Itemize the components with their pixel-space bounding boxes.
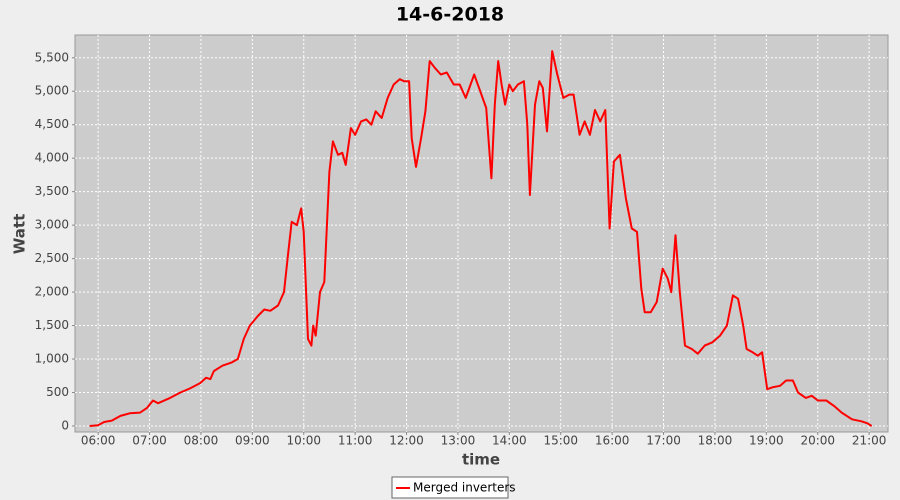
plot-area [74, 34, 889, 433]
y-tick-label: 5,500 [35, 50, 69, 64]
x-axis-label: time [462, 451, 500, 469]
x-tick-label: 09:00 [235, 434, 270, 448]
x-tick-label: 15:00 [543, 434, 578, 448]
x-tick-label: 21:00 [852, 434, 887, 448]
chart-title: 14-6-2018 [396, 4, 504, 26]
x-tick-label: 17:00 [646, 434, 681, 448]
x-tick-label: 19:00 [749, 434, 784, 448]
y-tick-label: 4,500 [35, 117, 69, 131]
y-tick-label: 2,500 [35, 251, 69, 265]
legend [391, 476, 509, 499]
x-tick-label: 20:00 [800, 434, 835, 448]
x-tick-label: 06:00 [81, 434, 116, 448]
x-tick-label: 16:00 [595, 434, 630, 448]
y-tick-label: 3,500 [35, 184, 69, 198]
grid [75, 35, 888, 432]
y-tick-label: 500 [46, 385, 69, 399]
x-tick-label: 12:00 [389, 434, 424, 448]
y-axis-label: Watt [11, 214, 29, 254]
x-tick-label: 10:00 [286, 434, 321, 448]
y-tick-label: 5,000 [35, 84, 69, 98]
y-tick-label: 1,500 [35, 318, 69, 332]
line [89, 50, 873, 427]
x-tick-label: 11:00 [338, 434, 373, 448]
x-tick-label: 13:00 [441, 434, 476, 448]
y-tick-label: 3,000 [35, 218, 69, 232]
y-tick-label: 0 [61, 418, 69, 432]
x-tick-label: 18:00 [698, 434, 733, 448]
y-tick-label: 2,000 [35, 285, 69, 299]
legend-label: Merged inverters [413, 481, 516, 495]
x-tick-label: 08:00 [184, 434, 219, 448]
x-tick-label: 14:00 [492, 434, 527, 448]
y-tick-label: 4,000 [35, 151, 69, 165]
x-tick-label: 07:00 [132, 434, 167, 448]
y-tick-label: 1,000 [35, 352, 69, 366]
series [89, 50, 873, 427]
